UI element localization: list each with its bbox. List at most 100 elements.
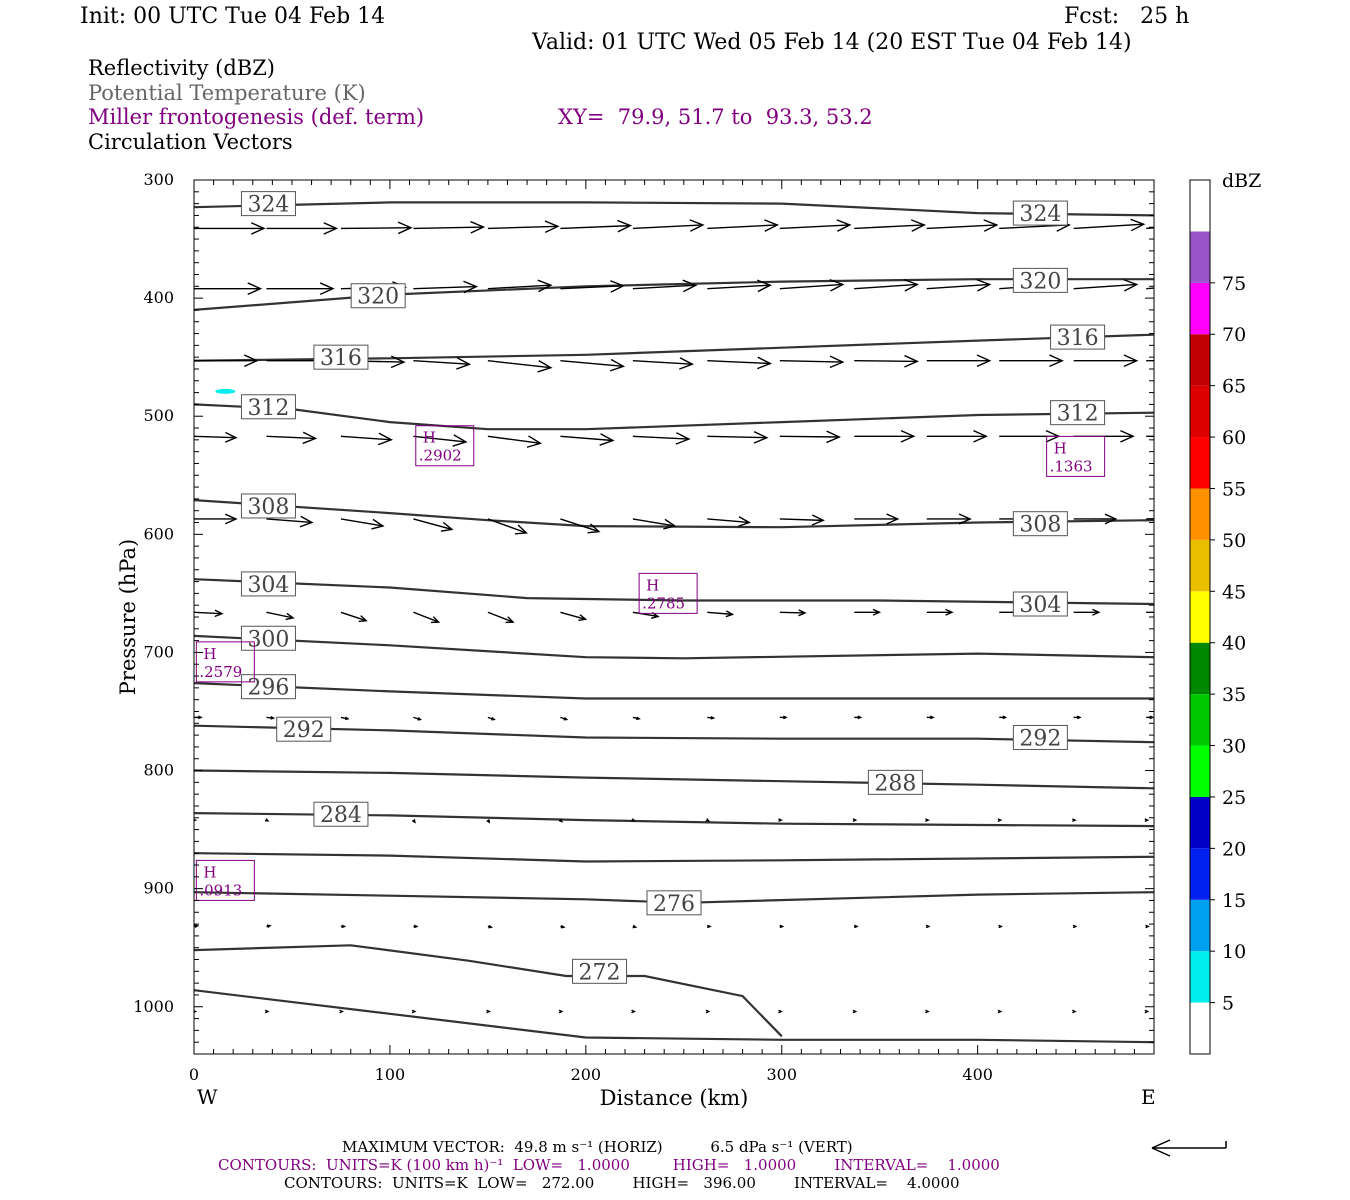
circulation-vector xyxy=(1073,278,1139,292)
y-tick-label: 800 xyxy=(143,761,174,780)
theta-label: 292 xyxy=(1012,724,1068,751)
frontogenesis-max: H.2902 xyxy=(415,425,475,467)
circulation-vector xyxy=(266,222,339,235)
circulation-vector xyxy=(707,924,712,929)
colorbar-segment xyxy=(1190,642,1210,695)
circulation-vector xyxy=(486,819,491,824)
circulation-vector xyxy=(558,818,563,823)
theta-label-box xyxy=(240,571,296,597)
max-vector-info: MAXIMUM VECTOR: 49.8 m s⁻¹ (HORIZ) 6.5 d… xyxy=(342,1138,853,1156)
y-tick-label: 300 xyxy=(143,170,174,189)
colorbar-tick-label: 40 xyxy=(1222,633,1246,655)
x-west-label: W xyxy=(197,1085,218,1109)
circulation-vector xyxy=(1146,611,1154,613)
theta-label: 308 xyxy=(240,493,296,520)
frontogenesis-max: H.2785 xyxy=(638,572,698,614)
theta-contour-surface xyxy=(194,989,1154,1044)
x-tick-label: 100 xyxy=(375,1065,406,1084)
contours-frontogenesis-info: CONTOURS: UNITS=K (100 km h)⁻¹ LOW= 1.00… xyxy=(218,1156,1000,1174)
colorbar-segment xyxy=(1190,796,1210,849)
frontogenesis-max-box xyxy=(195,641,255,683)
colorbar-tick-label: 25 xyxy=(1222,787,1246,809)
frontogenesis-max-box xyxy=(638,572,698,614)
circulation-vector xyxy=(194,513,238,525)
frontogenesis-max-box xyxy=(415,425,475,467)
theta-label-text: 312 xyxy=(247,396,289,421)
theta-label-text: 324 xyxy=(247,193,289,218)
circulation-vector xyxy=(779,715,788,720)
theta-label-box xyxy=(1050,400,1106,426)
circulation-vector xyxy=(852,1009,858,1014)
theta-label: 304 xyxy=(240,571,296,598)
circulation-vector xyxy=(487,611,515,624)
colorbar-segment xyxy=(1190,745,1210,797)
circulation-vector xyxy=(340,611,368,623)
circulation-vector xyxy=(1144,1009,1150,1014)
circulation-vector xyxy=(487,924,494,929)
circulation-vector xyxy=(266,515,314,528)
circulation-vector xyxy=(1073,218,1146,232)
circulation-vector xyxy=(778,1009,783,1014)
colorbar-tick-label: 55 xyxy=(1222,478,1246,500)
circulation-vector xyxy=(1144,818,1150,823)
circulation-vector xyxy=(1146,518,1154,520)
circulation-vector xyxy=(413,357,472,370)
circulation-vector xyxy=(926,608,954,616)
y-tick-label: 1000 xyxy=(133,997,174,1016)
theta-label-box xyxy=(572,958,628,984)
colorbar-tick-label: 5 xyxy=(1222,993,1234,1015)
circulation-vector xyxy=(1072,924,1078,929)
theta-label-box xyxy=(240,493,296,519)
theta-label-box xyxy=(1012,511,1068,537)
circulation-vector xyxy=(707,516,752,528)
circulation-vector xyxy=(340,924,347,929)
theta-label-text: 296 xyxy=(247,676,289,701)
theta-label: 276 xyxy=(646,890,702,917)
colorbar-tick-label: 60 xyxy=(1222,427,1246,449)
frontogenesis-max-label: H xyxy=(203,645,216,663)
frontogenesis-max-label: H xyxy=(203,863,216,881)
theta-label-text: 300 xyxy=(247,627,289,652)
x-tick-label: 0 xyxy=(189,1065,199,1084)
colorbar-segment xyxy=(1190,951,1210,1003)
theta-label: 296 xyxy=(240,674,296,701)
circulation-vector xyxy=(926,278,992,292)
theta-label-text: 324 xyxy=(1019,202,1061,227)
circulation-vector xyxy=(1073,608,1101,616)
theta-contour-272 xyxy=(194,944,783,1038)
circulation-vector xyxy=(560,611,588,622)
circulation-vector xyxy=(411,1009,417,1014)
frontogenesis-max: H.2579 xyxy=(195,641,255,683)
circulation-vector xyxy=(925,818,930,823)
circulation-vector xyxy=(487,716,496,721)
theta-label-text: 312 xyxy=(1057,402,1099,427)
theta-label-box xyxy=(1050,324,1106,350)
circulation-vector xyxy=(999,715,1008,720)
circulation-vector xyxy=(707,431,769,444)
colorbar-segment xyxy=(1190,1002,1210,1054)
colorbar-frame xyxy=(1189,179,1211,1055)
circulation-vector xyxy=(1146,435,1154,437)
theta-label-box xyxy=(240,394,296,420)
frontogenesis-max-label: H xyxy=(646,576,659,594)
field-theta: Potential Temperature (K) xyxy=(88,81,366,105)
circulation-vector xyxy=(1072,818,1077,823)
circulation-vector xyxy=(779,355,845,369)
theta-label-box xyxy=(646,890,702,916)
circulation-vector xyxy=(632,279,698,293)
circulation-vector xyxy=(266,431,318,445)
theta-label-text: 316 xyxy=(1057,326,1099,351)
colorbar-tick-label: 65 xyxy=(1222,376,1246,398)
theta-label-text: 320 xyxy=(357,285,399,310)
circulation-vector xyxy=(854,429,916,443)
theta-label-box xyxy=(313,801,369,827)
field-vectors: Circulation Vectors xyxy=(88,130,293,154)
frontogenesis-max-value: .2579 xyxy=(199,663,242,681)
theta-label: 292 xyxy=(276,716,332,743)
contours-theta-info: CONTOURS: UNITS=K LOW= 272.00 HIGH= 396.… xyxy=(284,1174,960,1192)
circulation-vector xyxy=(854,715,863,720)
circulation-vector xyxy=(705,818,711,822)
circulation-vector xyxy=(632,924,638,929)
theta-contour-280 xyxy=(194,852,1154,863)
circulation-vector xyxy=(340,221,413,235)
